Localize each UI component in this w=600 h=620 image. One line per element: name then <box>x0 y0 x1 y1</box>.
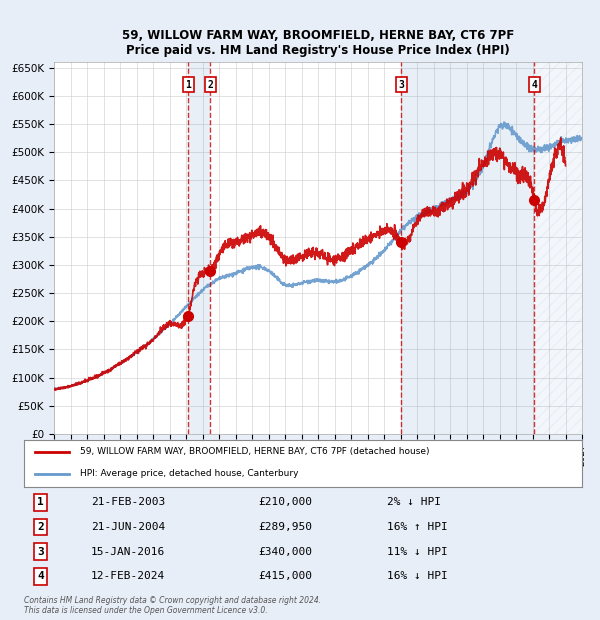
Text: 15-JAN-2016: 15-JAN-2016 <box>91 547 165 557</box>
Title: 59, WILLOW FARM WAY, BROOMFIELD, HERNE BAY, CT6 7PF
Price paid vs. HM Land Regis: 59, WILLOW FARM WAY, BROOMFIELD, HERNE B… <box>122 29 514 56</box>
Text: £415,000: £415,000 <box>259 572 313 582</box>
Text: Contains HM Land Registry data © Crown copyright and database right 2024.
This d: Contains HM Land Registry data © Crown c… <box>24 596 321 615</box>
Bar <box>535 62 582 434</box>
Text: 16% ↑ HPI: 16% ↑ HPI <box>387 522 448 532</box>
Text: 1: 1 <box>37 497 44 507</box>
Text: 4: 4 <box>37 572 44 582</box>
Text: 11% ↓ HPI: 11% ↓ HPI <box>387 547 448 557</box>
Text: £289,950: £289,950 <box>259 522 313 532</box>
Text: 3: 3 <box>37 547 44 557</box>
Text: HPI: Average price, detached house, Canterbury: HPI: Average price, detached house, Cant… <box>80 469 298 478</box>
Text: 12-FEB-2024: 12-FEB-2024 <box>91 572 165 582</box>
Text: 21-JUN-2004: 21-JUN-2004 <box>91 522 165 532</box>
Text: 2: 2 <box>37 522 44 532</box>
Text: 59, WILLOW FARM WAY, BROOMFIELD, HERNE BAY, CT6 7PF (detached house): 59, WILLOW FARM WAY, BROOMFIELD, HERNE B… <box>80 447 430 456</box>
Bar <box>188 62 210 434</box>
Text: £340,000: £340,000 <box>259 547 313 557</box>
Bar <box>401 62 535 434</box>
Text: 16% ↓ HPI: 16% ↓ HPI <box>387 572 448 582</box>
Text: 21-FEB-2003: 21-FEB-2003 <box>91 497 165 507</box>
Text: £210,000: £210,000 <box>259 497 313 507</box>
Text: 2% ↓ HPI: 2% ↓ HPI <box>387 497 440 507</box>
Text: 3: 3 <box>398 79 404 89</box>
Text: 1: 1 <box>185 79 191 89</box>
Text: 2: 2 <box>208 79 213 89</box>
Text: 4: 4 <box>532 79 538 89</box>
